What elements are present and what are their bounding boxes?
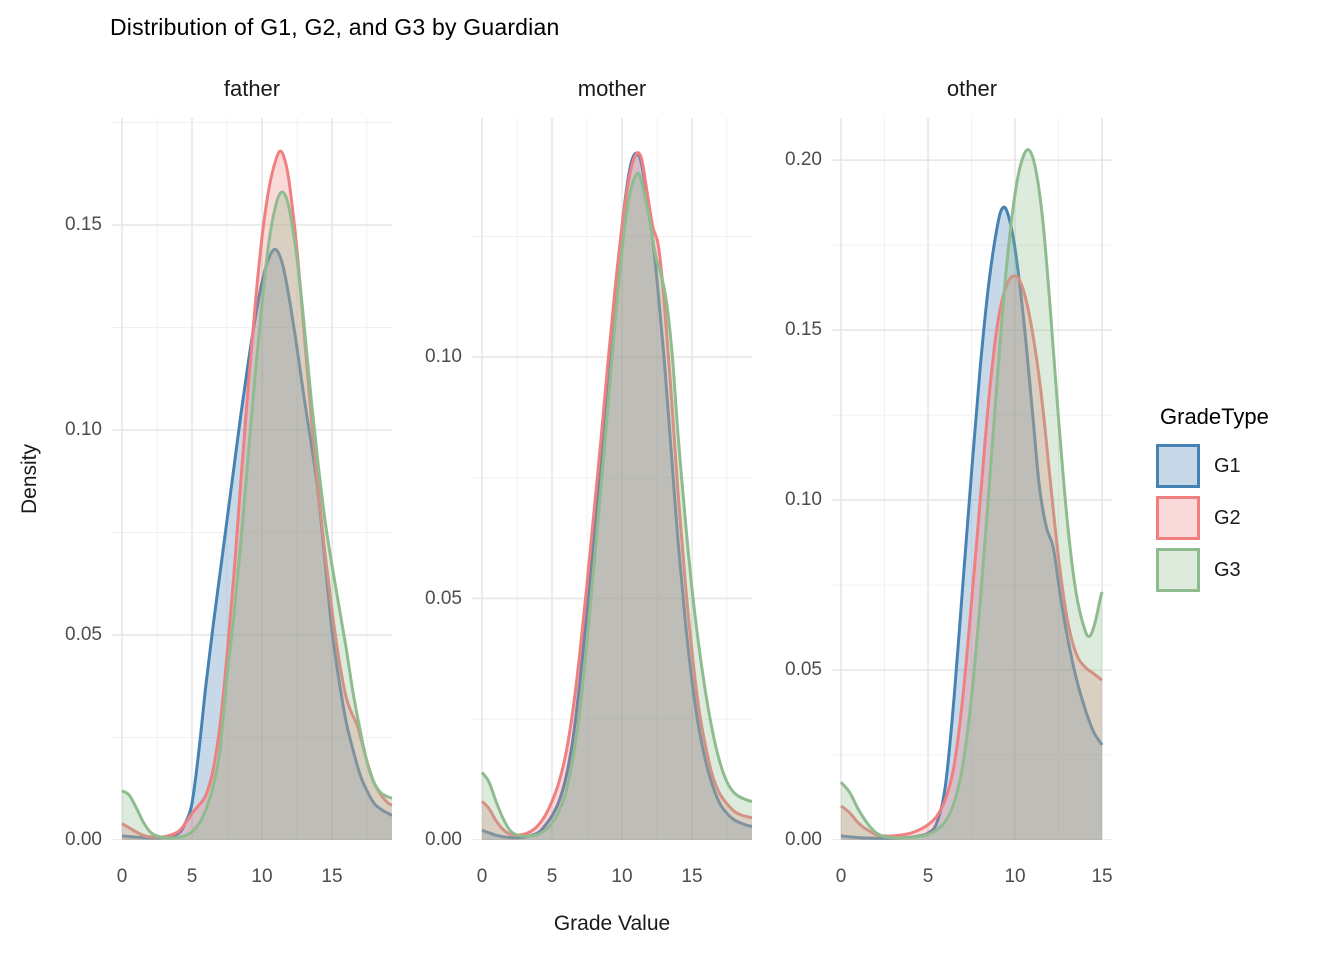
legend-title: GradeType — [1160, 404, 1269, 429]
density-area-G2 — [482, 152, 752, 840]
y-tick-label: 0.05 — [425, 587, 462, 609]
legend-item-g1: G1 — [1156, 444, 1269, 488]
x-tick-label: 10 — [611, 866, 633, 887]
plot-title: Distribution of G1, G2, and G3 by Guardi… — [110, 14, 560, 40]
density-area-G1 — [122, 249, 392, 840]
legend-item-g3: G3 — [1156, 548, 1269, 592]
x-axis-title: Grade Value — [553, 912, 671, 935]
y-tick-label: 0.10 — [785, 489, 822, 511]
x-tick-label: 0 — [116, 866, 128, 887]
density-curve-G2 — [480, 151, 752, 837]
density-curve-G3 — [480, 171, 752, 838]
y-tick-label: 0.15 — [785, 319, 822, 341]
density-area-G1 — [841, 207, 1103, 840]
x-tick-label: 0 — [835, 866, 847, 887]
x-tick-label: 10 — [251, 866, 273, 887]
y-tick-label: 0.10 — [65, 419, 102, 440]
y-tick-label: 0.05 — [65, 624, 102, 645]
y-tick-label: 0.10 — [425, 346, 462, 368]
y-tick-label: 0.00 — [425, 829, 462, 850]
legend-swatch-g2 — [1156, 496, 1200, 540]
y-axis-title: Density — [18, 443, 41, 515]
panel-other — [832, 118, 1112, 840]
facet-strip-mother: mother — [577, 76, 647, 101]
density-area-G3 — [122, 192, 392, 840]
legend-swatch-g1 — [1156, 444, 1200, 488]
legend-label-g3: G3 — [1214, 558, 1241, 581]
x-tick-label: 5 — [186, 866, 198, 887]
x-tick-label: 5 — [922, 866, 934, 887]
density-area-G2 — [122, 151, 392, 840]
density-curve-G3 — [839, 148, 1104, 840]
y-tick-label: 0.20 — [785, 149, 822, 171]
facet-strip-other: other — [946, 76, 998, 101]
legend: GradeType G1 G2 G3 — [1156, 404, 1269, 600]
density-area-G3 — [482, 173, 752, 840]
panel-mother — [472, 118, 752, 840]
density-curve-G3 — [121, 190, 392, 840]
density-curve-G2 — [121, 149, 392, 839]
y-tick-label: 0.00 — [785, 829, 822, 850]
legend-label-g1: G1 — [1214, 454, 1241, 477]
density-area-G2 — [841, 275, 1103, 840]
x-tick-label: 15 — [1091, 866, 1113, 887]
legend-swatch-g3 — [1156, 548, 1200, 592]
x-tick-label: 15 — [681, 866, 703, 887]
x-tick-label: 0 — [476, 866, 488, 887]
x-tick-label: 5 — [546, 866, 558, 887]
y-tick-label: 0.05 — [785, 659, 822, 681]
y-tick-label: 0.15 — [65, 214, 102, 235]
density-area-G1 — [482, 153, 752, 840]
legend-label-g2: G2 — [1214, 506, 1241, 529]
density-curve-G1 — [121, 247, 392, 840]
x-tick-label: 10 — [1004, 866, 1026, 887]
facet-strip-father: father — [223, 76, 281, 101]
density-area-G3 — [841, 149, 1103, 840]
legend-item-g2: G2 — [1156, 496, 1269, 540]
y-tick-label: 0.00 — [65, 829, 102, 850]
x-tick-label: 15 — [321, 866, 343, 887]
panel-father — [112, 118, 392, 840]
